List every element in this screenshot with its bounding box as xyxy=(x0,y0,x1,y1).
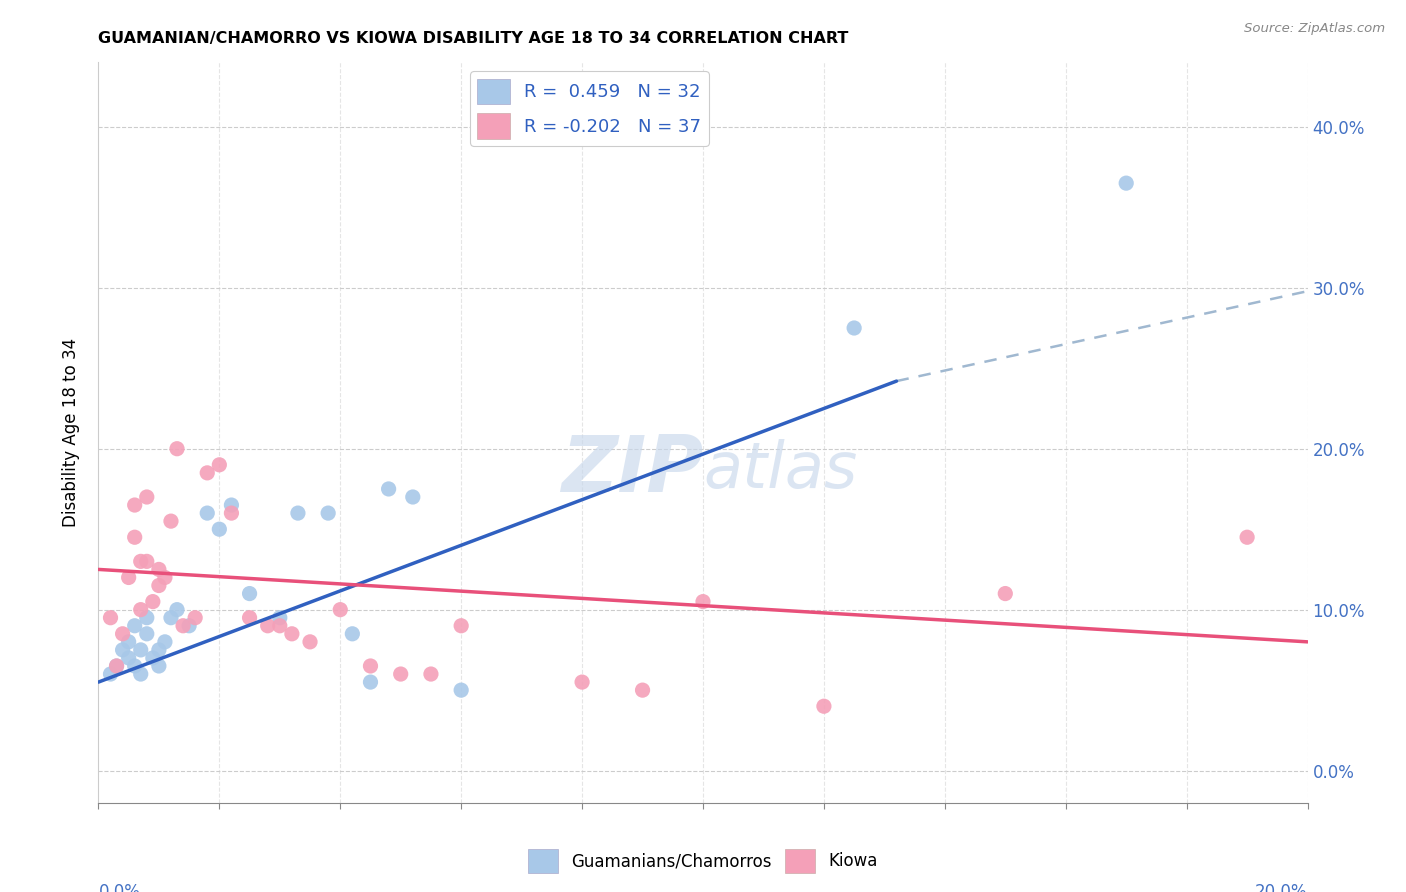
Point xyxy=(844,321,866,335)
Point xyxy=(153,635,176,649)
Point xyxy=(377,482,399,496)
Point xyxy=(269,619,291,633)
Point xyxy=(135,610,157,624)
Point xyxy=(172,619,194,633)
Point xyxy=(124,498,146,512)
Point xyxy=(195,466,218,480)
Text: ZIP: ZIP xyxy=(561,432,703,508)
Text: atlas: atlas xyxy=(703,439,858,500)
Point xyxy=(450,683,472,698)
Point xyxy=(166,442,188,456)
Point xyxy=(135,554,157,568)
Point xyxy=(105,659,128,673)
Point xyxy=(111,643,134,657)
Point xyxy=(329,602,352,616)
Point xyxy=(239,610,262,624)
Point xyxy=(360,675,382,690)
Point xyxy=(100,610,122,624)
Point xyxy=(124,619,146,633)
Point xyxy=(420,667,443,681)
Point xyxy=(360,659,382,673)
Point xyxy=(1236,530,1258,544)
Point xyxy=(148,643,170,657)
Point xyxy=(256,619,278,633)
Point xyxy=(118,635,141,649)
Point xyxy=(100,667,122,681)
Legend: Guamanians/Chamorros, Kiowa: Guamanians/Chamorros, Kiowa xyxy=(522,842,884,880)
Point xyxy=(994,586,1017,600)
Point xyxy=(179,619,201,633)
Point xyxy=(129,554,152,568)
Text: Source: ZipAtlas.com: Source: ZipAtlas.com xyxy=(1244,22,1385,36)
Point xyxy=(135,627,157,641)
Point xyxy=(160,514,183,528)
Y-axis label: Disability Age 18 to 34: Disability Age 18 to 34 xyxy=(62,338,80,527)
Point xyxy=(148,659,170,673)
Point xyxy=(195,506,218,520)
Point xyxy=(153,570,176,584)
Point xyxy=(142,651,165,665)
Point xyxy=(118,651,141,665)
Point xyxy=(281,627,304,641)
Point xyxy=(571,675,593,690)
Point xyxy=(208,458,231,472)
Point xyxy=(1115,176,1137,190)
Point xyxy=(631,683,654,698)
Text: GUAMANIAN/CHAMORRO VS KIOWA DISABILITY AGE 18 TO 34 CORRELATION CHART: GUAMANIAN/CHAMORRO VS KIOWA DISABILITY A… xyxy=(98,31,849,46)
Point xyxy=(166,602,188,616)
Point xyxy=(129,667,152,681)
Point xyxy=(129,602,152,616)
Point xyxy=(402,490,425,504)
Point xyxy=(135,490,157,504)
Point xyxy=(184,610,207,624)
Point xyxy=(118,570,141,584)
Point xyxy=(450,619,472,633)
Text: 0.0%: 0.0% xyxy=(98,883,141,892)
Point xyxy=(160,610,183,624)
Point xyxy=(316,506,339,520)
Point xyxy=(208,522,231,536)
Point xyxy=(148,562,170,576)
Legend: R =  0.459   N = 32, R = -0.202   N = 37: R = 0.459 N = 32, R = -0.202 N = 37 xyxy=(470,71,709,146)
Point xyxy=(239,586,262,600)
Point xyxy=(105,659,128,673)
Point xyxy=(299,635,322,649)
Point xyxy=(124,659,146,673)
Point xyxy=(148,578,170,592)
Point xyxy=(389,667,412,681)
Point xyxy=(111,627,134,641)
Point xyxy=(221,498,243,512)
Point xyxy=(692,594,714,608)
Point xyxy=(287,506,309,520)
Point xyxy=(269,610,291,624)
Point xyxy=(221,506,243,520)
Point xyxy=(129,643,152,657)
Point xyxy=(342,627,364,641)
Point xyxy=(142,594,165,608)
Text: 20.0%: 20.0% xyxy=(1256,883,1308,892)
Point xyxy=(124,530,146,544)
Point xyxy=(813,699,835,714)
